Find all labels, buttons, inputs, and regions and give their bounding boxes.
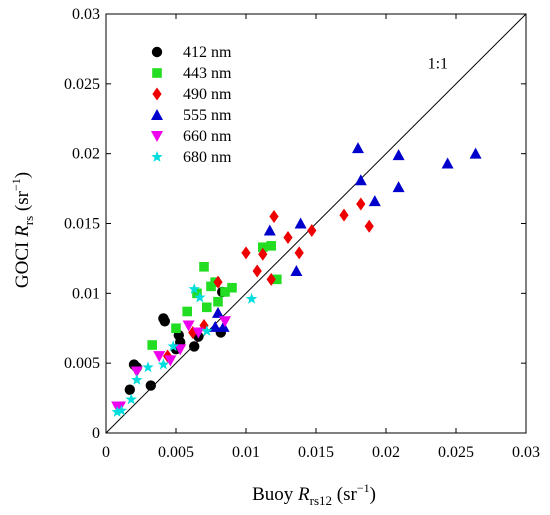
x-tick-label: 0.03 [512,444,540,461]
x-tick-label: 0.005 [158,444,194,461]
data-point [290,264,303,276]
data-point [339,208,349,222]
data-point [227,282,237,293]
data-point [174,344,187,356]
data-point [469,147,482,159]
legend-label: 680 nm [183,149,232,166]
x-tick-label: 0.015 [298,444,334,461]
x-tick-label: 0.02 [372,444,400,461]
y-tick-label: 0.01 [72,285,100,302]
data-point [368,195,381,207]
data-point [294,217,307,229]
data-point [307,223,317,237]
legend-marker [152,68,162,78]
x-tick-label: 0 [102,444,110,461]
x-tick-label: 0.01 [232,444,260,461]
data-point [189,341,200,352]
data-point [392,149,405,161]
series-680-nm [111,283,258,417]
data-point [194,291,206,303]
one-to-one-label: 1:1 [428,55,448,72]
data-point [283,230,293,244]
data-point [201,325,213,336]
data-point [212,306,224,318]
legend-label: 555 nm [183,107,232,124]
data-point [125,393,137,405]
one-to-one-line [105,13,527,434]
data-point [171,323,181,334]
data-point [182,306,192,317]
legend-marker [151,109,163,120]
legend-marker [152,87,162,101]
series-660-nm [111,316,231,413]
data-point [266,241,276,251]
data-point [145,380,156,391]
x-tick-label: 0.025 [438,444,474,461]
data-point [188,283,200,294]
data-point [245,292,258,304]
data-point [364,219,374,233]
legend: 412 nm 443 nm 490 nm 555 nm 660 nm 680 nm [151,44,232,166]
data-point [157,358,170,370]
data-point [147,340,157,350]
data-point [209,320,222,332]
data-point [111,406,123,417]
axes: 0 0.005 0.01 0.015 0.02 0.025 0.03 0 0.005 0.01 0.… [64,6,540,461]
data-point [269,210,279,224]
y-tick-label: 0 [92,425,100,442]
data-point [294,246,304,260]
legend-label: 660 nm [183,128,232,145]
data-point [213,275,223,289]
data-point [252,264,262,278]
y-tick-label: 0.015 [64,216,100,233]
y-axis-title: GOCI Rrs (sr−1) [9,172,36,288]
data-point [131,373,143,385]
y-tick-label: 0.025 [64,76,100,93]
data-point [202,302,212,313]
data-point [441,157,454,169]
data-point [220,287,230,297]
legend-marker [151,46,163,58]
data-point [241,246,251,260]
data-point [263,224,276,236]
data-point [258,247,268,261]
data-point [164,355,177,367]
data-point [167,340,179,352]
data-points [111,142,482,417]
data-point [153,351,166,363]
data-point [159,316,170,327]
data-point [266,272,276,286]
legend-label: 443 nm [183,65,232,82]
data-point [130,366,143,378]
legend-marker [151,151,163,162]
data-point [142,361,154,373]
data-point [272,274,282,285]
data-point [213,296,223,307]
data-point [354,174,367,186]
y-tick-label: 0.005 [64,355,100,372]
data-point [115,404,128,416]
legend-label: 490 nm [183,86,232,103]
reference-line-group: 1:1 [105,13,527,434]
data-point [192,327,205,339]
legend-marker [151,131,163,142]
data-point [356,197,366,211]
y-tick-label: 0.03 [72,6,100,23]
series-555-nm [209,142,482,332]
data-point [199,261,209,272]
data-point [217,320,230,332]
data-point [258,242,268,253]
data-point [392,181,405,193]
legend-label: 412 nm [183,44,232,61]
data-point [182,320,195,332]
data-point [219,316,231,328]
y-tick-label: 0.02 [72,146,100,163]
x-axis-title: Buoy Rrs12 (sr−1) [252,481,376,508]
data-point [352,142,364,154]
data-point [114,401,126,413]
data-point [124,384,135,395]
